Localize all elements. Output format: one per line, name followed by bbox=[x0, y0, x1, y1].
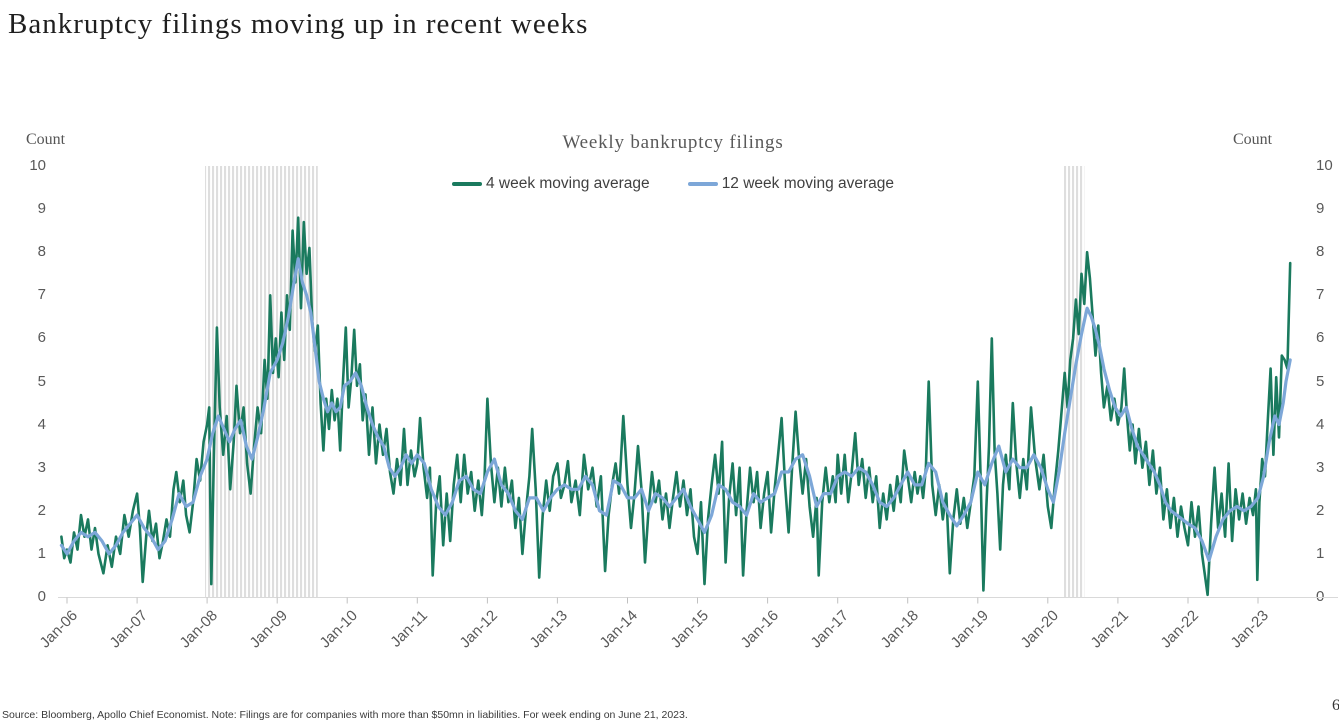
y-axis-left-title: Count bbox=[26, 131, 66, 148]
page-number: 6 bbox=[1332, 697, 1339, 714]
legend-swatch bbox=[687, 182, 718, 186]
series-line bbox=[59, 257, 1292, 563]
y-tick-label-left: 4 bbox=[37, 415, 46, 433]
legend-label: 12 week moving average bbox=[721, 175, 895, 192]
y-tick-label-left: 0 bbox=[37, 588, 46, 605]
series-line bbox=[60, 216, 1292, 597]
y-tick-label-right: 6 bbox=[1316, 329, 1325, 347]
y-tick-label-left: 2 bbox=[37, 501, 46, 519]
y-tick-label-left: 7 bbox=[37, 286, 46, 304]
y-tick-label-left: 10 bbox=[29, 157, 46, 174]
y-tick-label-left: 1 bbox=[37, 544, 46, 562]
y-tick-label-left: 8 bbox=[37, 243, 46, 261]
y-tick-label-left: 9 bbox=[37, 200, 46, 218]
y-tick-label-right: 7 bbox=[1316, 286, 1325, 304]
y-tick-label-right: 2 bbox=[1316, 501, 1325, 519]
y-tick-label-right: 8 bbox=[1316, 243, 1325, 261]
y-tick-label-right: 0 bbox=[1316, 588, 1325, 605]
recession-band bbox=[205, 166, 318, 597]
page-title: Bankruptcy filings moving up in recent w… bbox=[8, 8, 589, 40]
legend-item: 4 week moving average bbox=[451, 175, 650, 193]
y-tick-label-left: 6 bbox=[37, 329, 46, 347]
y-tick-label-left: 3 bbox=[37, 458, 46, 476]
y-tick-label-right: 10 bbox=[1316, 157, 1333, 174]
chart-legend: 4 week moving average 12 week moving aver… bbox=[58, 175, 1288, 193]
legend-item: 12 week moving average bbox=[687, 175, 895, 193]
legend-swatch bbox=[451, 182, 482, 186]
y-tick-label-right: 5 bbox=[1316, 372, 1325, 390]
y-tick-label-left: 5 bbox=[37, 372, 46, 390]
legend-label: 4 week moving average bbox=[485, 175, 650, 192]
source-note: Source: Bloomberg, Apollo Chief Economis… bbox=[2, 709, 688, 721]
y-tick-label-right: 9 bbox=[1316, 200, 1325, 218]
y-tick-label-right: 1 bbox=[1316, 544, 1325, 562]
chart-title: Weekly bankruptcy filings bbox=[562, 132, 784, 153]
y-tick-label-right: 4 bbox=[1316, 415, 1325, 433]
y-tick-label-right: 3 bbox=[1316, 458, 1325, 476]
y-axis-right-title: Count bbox=[1233, 131, 1273, 148]
